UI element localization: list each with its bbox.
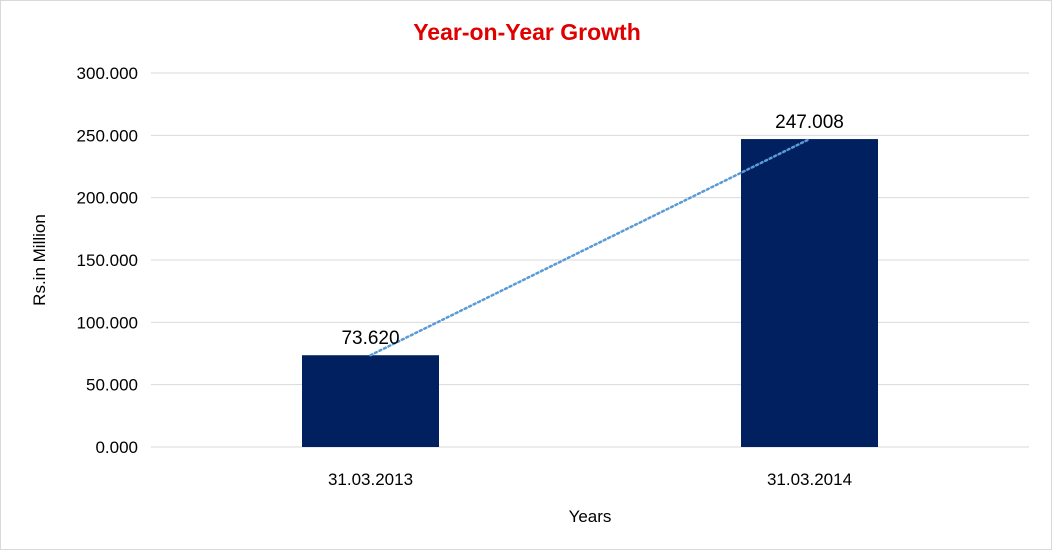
- y-tick-label: 300.000: [77, 64, 138, 83]
- gridlines: [151, 72, 1029, 448]
- bar: [302, 355, 439, 447]
- y-tick-label: 0.000: [95, 438, 138, 457]
- chart-title: Year-on-Year Growth: [413, 19, 641, 45]
- bars: [302, 139, 878, 447]
- x-tick-label: 31.03.2014: [767, 470, 852, 489]
- data-labels: 73.620 247.008: [341, 112, 843, 349]
- x-axis-ticks: 31.03.2013 31.03.2014: [328, 470, 852, 489]
- trendline: [369, 137, 811, 357]
- x-tick-label: 31.03.2013: [328, 470, 413, 489]
- y-tick-label: 150.000: [77, 251, 138, 270]
- bar: [741, 139, 878, 447]
- y-tick-label: 250.000: [77, 126, 138, 145]
- y-tick-label: 100.000: [77, 313, 138, 332]
- x-axis-label: Years: [569, 507, 612, 526]
- y-tick-label: 200.000: [77, 189, 138, 208]
- y-tick-label: 50.000: [86, 376, 138, 395]
- trendline-path: [369, 137, 811, 357]
- y-axis-label: Rs.in Million: [30, 214, 49, 306]
- y-axis-ticks: 0.000 50.000 100.000 150.000 200.000 250.000 3…: [77, 64, 138, 457]
- data-label: 73.620: [341, 328, 399, 349]
- data-label: 247.008: [775, 112, 844, 133]
